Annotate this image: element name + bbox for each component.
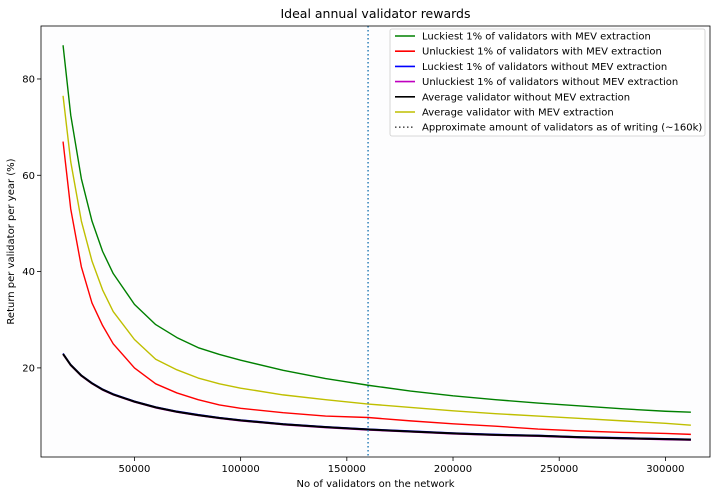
x-tick-label: 100000 — [222, 464, 260, 475]
y-axis-label: Return per validator per year (%) — [6, 158, 17, 324]
series-line-luckiest-1-of-validators-with-mev-extraction — [62, 45, 691, 413]
legend: Luckiest 1% of validators with MEV extra… — [389, 28, 706, 137]
legend-label: Unluckiest 1% of validators without MEV … — [422, 77, 678, 88]
legend-label: Unluckiest 1% of validators with MEV ext… — [422, 47, 662, 58]
y-tick-label: 60 — [22, 171, 35, 182]
series-line-unluckiest-1-of-validators-with-mev-extraction — [62, 141, 691, 436]
chart-title: Ideal annual validator rewards — [280, 6, 470, 21]
y-axis: 20 40 60 80 — [22, 74, 41, 374]
plot-frame — [40, 25, 711, 458]
x-axis-label: No of validators on the network — [296, 479, 454, 490]
x-tick-label: 50000 — [119, 464, 151, 475]
legend-label: Approximate amount of validators as of w… — [422, 123, 702, 134]
x-tick-label: 300000 — [646, 464, 684, 475]
series-line-average-validator-with-mev-extraction — [62, 95, 691, 426]
legend-label: Average validator with MEV extraction — [422, 108, 614, 119]
legend-box — [389, 28, 706, 137]
x-tick-label: 200000 — [434, 464, 472, 475]
y-tick-label: 80 — [22, 74, 35, 85]
x-tick-label: 250000 — [540, 464, 578, 475]
series-line-average-validator-without-mev-extraction — [62, 353, 691, 441]
legend-label: Average validator without MEV extraction — [422, 92, 630, 103]
y-tick-label: 40 — [22, 267, 35, 278]
x-tick-label: 150000 — [328, 464, 366, 475]
series-layer — [62, 45, 691, 441]
x-axis: 50000 100000 150000 200000 250000 300000 — [119, 457, 684, 475]
legend-label: Luckiest 1% of validators with MEV extra… — [422, 32, 651, 43]
legend-label: Luckiest 1% of validators without MEV ex… — [422, 62, 667, 73]
y-tick-label: 20 — [22, 363, 35, 374]
